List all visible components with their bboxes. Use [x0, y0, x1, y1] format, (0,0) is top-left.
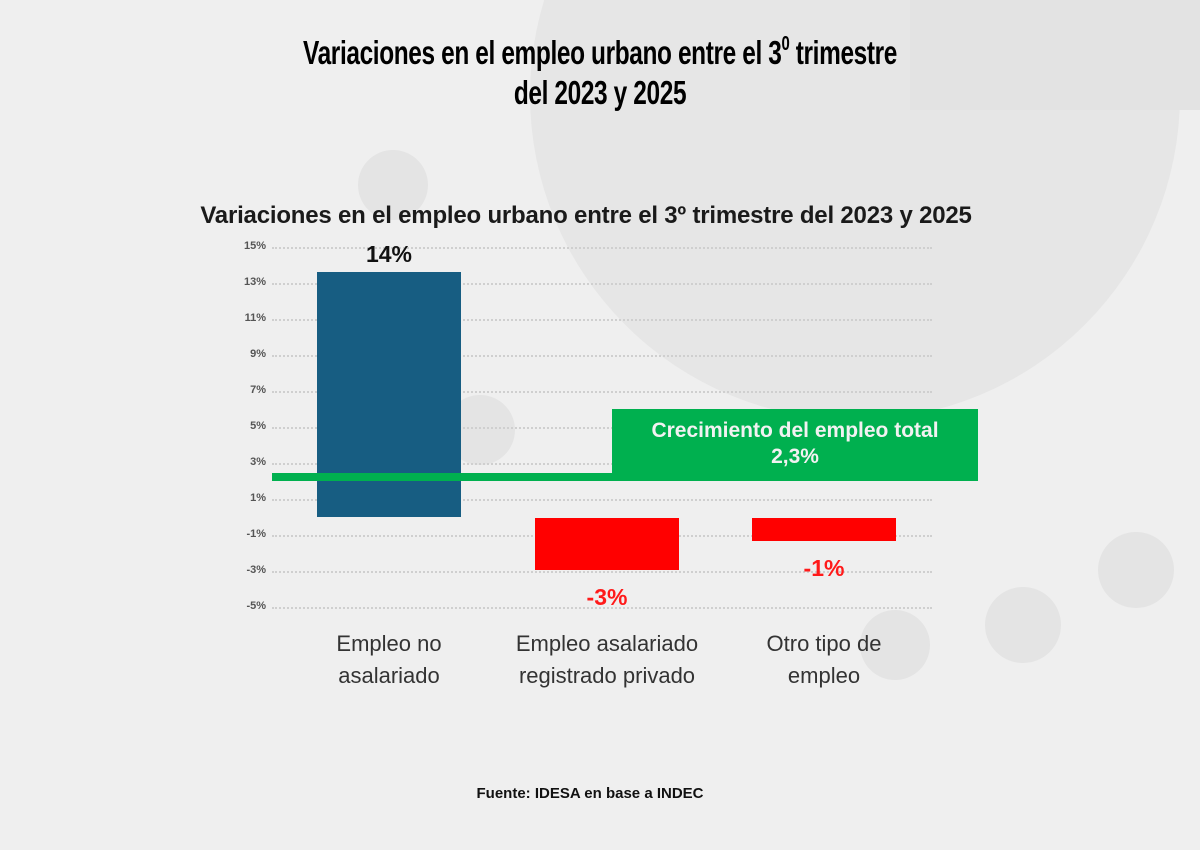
y-axis-tick-label: 9% [250, 348, 266, 360]
y-axis-tick-label: -1% [246, 528, 266, 540]
x-label-line: asalariado [338, 663, 440, 688]
x-axis-category-label: Otro tipo de empleo [714, 628, 934, 692]
source-note: Fuente: IDESA en base a INDEC [476, 785, 704, 802]
x-axis-category-label: Empleo no asalariado [279, 628, 499, 692]
data-label: -3% [586, 584, 628, 610]
annotation-label: Crecimiento del empleo total [651, 419, 939, 442]
gridline [272, 427, 932, 429]
gridline [272, 391, 932, 393]
y-axis-tick-label: 13% [243, 276, 266, 288]
page-title-line1: Variaciones en el empleo urbano entre el… [303, 34, 782, 71]
gridline [272, 571, 932, 573]
x-label-line: Empleo no [336, 631, 442, 656]
x-label-line: Otro tipo de [766, 631, 882, 656]
y-axis-tick-label: 15% [243, 240, 266, 252]
page-title-line1-end: trimestre [789, 34, 898, 71]
y-axis-tick-label: -5% [246, 600, 266, 612]
x-axis-category-label: Empleo asalariado registrado privado [497, 628, 717, 692]
y-axis-tick-label: 1% [250, 492, 266, 504]
y-axis-tick-label: 3% [250, 456, 266, 468]
x-label-line: Empleo asalariado [515, 631, 699, 656]
page-title: Variaciones en el empleo urbano entre el… [156, 24, 1044, 113]
bar-empleo-asalariado-registrado-privado [535, 518, 679, 571]
y-axis-tick-label: 11% [244, 312, 266, 324]
gridline [272, 319, 932, 321]
background-circle [1098, 532, 1174, 608]
gridline [272, 355, 932, 357]
page-title-superscript: 0 [781, 33, 790, 55]
x-label-line: registrado privado [518, 663, 696, 688]
background-circle [985, 587, 1061, 663]
gridline [272, 607, 932, 609]
page-title-line2: del 2023 y 2025 [513, 74, 687, 111]
bar-otro-tipo-de-empleo [752, 518, 896, 542]
gridline [272, 247, 932, 249]
x-label-line: empleo [787, 663, 861, 688]
gridline [272, 283, 932, 285]
annotation-value: 2,3% [771, 445, 819, 468]
y-axis-tick-label: 5% [250, 420, 266, 432]
data-label: -1% [803, 555, 845, 581]
chart-title: Variaciones en el empleo urbano entre el… [200, 202, 972, 229]
data-label: 14% [365, 241, 413, 267]
y-axis-tick-label: -3% [246, 564, 266, 576]
gridline [272, 463, 932, 465]
total-growth-reference-line [272, 473, 617, 481]
gridline [272, 499, 932, 501]
total-growth-annotation: Crecimiento del empleo total 2,3% [612, 409, 978, 481]
y-axis-tick-label: 7% [250, 384, 266, 396]
